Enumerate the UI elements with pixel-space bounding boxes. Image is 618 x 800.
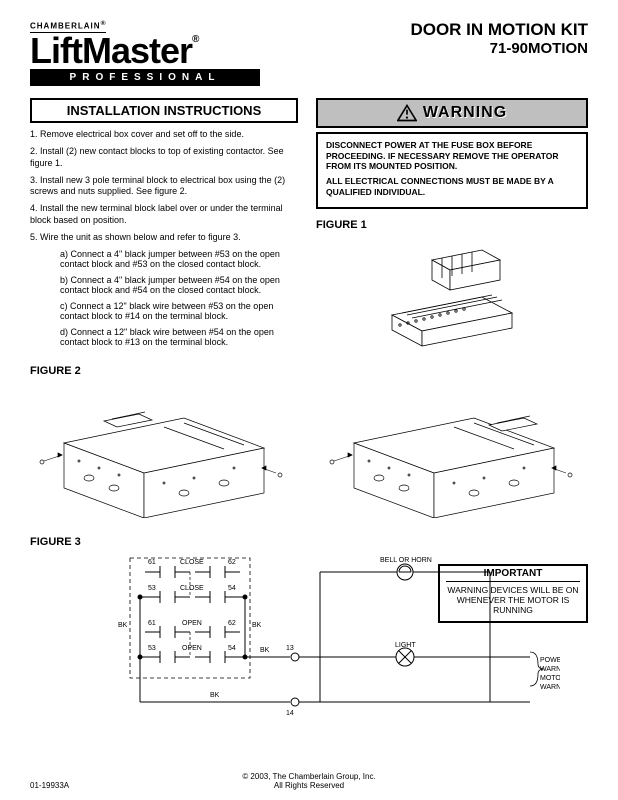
- lbl-light: LIGHT: [395, 642, 416, 649]
- figure-2-left: [30, 383, 298, 518]
- brand-logo: CHAMBERLAIN® LiftMaster® PROFESSIONAL: [30, 20, 270, 86]
- footer: © 2003, The Chamberlain Group, Inc. All …: [0, 772, 618, 790]
- important-box: IMPORTANT WARNING DEVICES WILL BE ON WHE…: [438, 564, 588, 623]
- lbl-bk-r: BK: [252, 622, 262, 629]
- step-3: 3. Install new 3 pole terminal block to …: [30, 175, 298, 198]
- lbl-54a: 54: [228, 585, 236, 592]
- lbl-13: 13: [286, 645, 294, 652]
- step-5c: c) Connect a 12" black wire between #53 …: [60, 301, 298, 321]
- lbl-power-1: POWER FOR: [540, 657, 560, 664]
- lbl-bk-14: BK: [210, 692, 220, 699]
- warning-p2: ALL ELECTRICAL CONNECTIONS MUST BE MADE …: [326, 176, 578, 197]
- title-main: DOOR IN MOTION KIT: [410, 20, 588, 40]
- warning-triangle-icon: [397, 104, 417, 122]
- lbl-power-3: MOTOR ON: [540, 675, 560, 682]
- lbl-53b: 53: [148, 645, 156, 652]
- lbl-61b: 61: [148, 620, 156, 627]
- lbl-53a: 53: [148, 585, 156, 592]
- install-heading: INSTALLATION INSTRUCTIONS: [30, 98, 298, 123]
- figure-1: [316, 235, 588, 355]
- brand-main: LiftMaster®: [30, 35, 270, 67]
- step-2: 2. Install (2) new contact blocks to top…: [30, 146, 298, 169]
- lbl-power-2: WARNING DEVICES: [540, 666, 560, 673]
- step-5a: a) Connect a 4" black jumper between #53…: [60, 249, 298, 269]
- lbl-bk-l: BK: [118, 622, 128, 629]
- footer-rights: All Rights Reserved: [274, 781, 344, 790]
- step-5b: b) Connect a 4" black jumper between #54…: [60, 275, 298, 295]
- figure-2-label: FIGURE 2: [30, 365, 588, 377]
- step-5d: d) Connect a 12" black wire between #54 …: [60, 327, 298, 347]
- figure-2-row: [30, 383, 588, 518]
- install-steps: 1. Remove electrical box cover and set o…: [30, 129, 298, 243]
- lbl-bell: BELL OR HORN: [380, 557, 432, 564]
- figure-1-label: FIGURE 1: [316, 219, 588, 231]
- important-body: WARNING DEVICES WILL BE ON WHENEVER THE …: [446, 585, 580, 615]
- footer-copyright: © 2003, The Chamberlain Group, Inc.: [242, 772, 375, 781]
- lbl-62b: 62: [228, 620, 236, 627]
- brand-sub: PROFESSIONAL: [30, 69, 260, 86]
- lbl-61a: 61: [148, 559, 156, 566]
- lbl-62a: 62: [228, 559, 236, 566]
- warning-label: WARNING: [423, 104, 507, 122]
- lbl-bk-13: BK: [260, 647, 270, 654]
- lbl-close2: CLOSE: [180, 585, 204, 592]
- lbl-54b: 54: [228, 645, 236, 652]
- lbl-14: 14: [286, 710, 294, 717]
- step-1: 1. Remove electrical box cover and set o…: [30, 129, 298, 140]
- warning-body: DISCONNECT POWER AT THE FUSE BOX BEFORE …: [316, 132, 588, 209]
- figure-3-label: FIGURE 3: [30, 536, 588, 548]
- sub-steps: a) Connect a 4" black jumper between #53…: [60, 249, 298, 347]
- lbl-close1: CLOSE: [180, 559, 204, 566]
- lbl-open1: OPEN: [182, 620, 202, 627]
- step-5: 5. Wire the unit as shown below and refe…: [30, 232, 298, 243]
- warning-header: WARNING: [316, 98, 588, 128]
- title-sub: 71-90MOTION: [410, 40, 588, 57]
- warning-p1: DISCONNECT POWER AT THE FUSE BOX BEFORE …: [326, 140, 578, 172]
- step-4: 4. Install the new terminal block label …: [30, 203, 298, 226]
- lbl-power-4: WARNING DEVICES: [540, 684, 560, 691]
- figure-2-right: [320, 383, 588, 518]
- document-title: DOOR IN MOTION KIT 71-90MOTION: [410, 20, 588, 57]
- lbl-open2: OPEN: [182, 645, 202, 652]
- important-title: IMPORTANT: [446, 568, 580, 582]
